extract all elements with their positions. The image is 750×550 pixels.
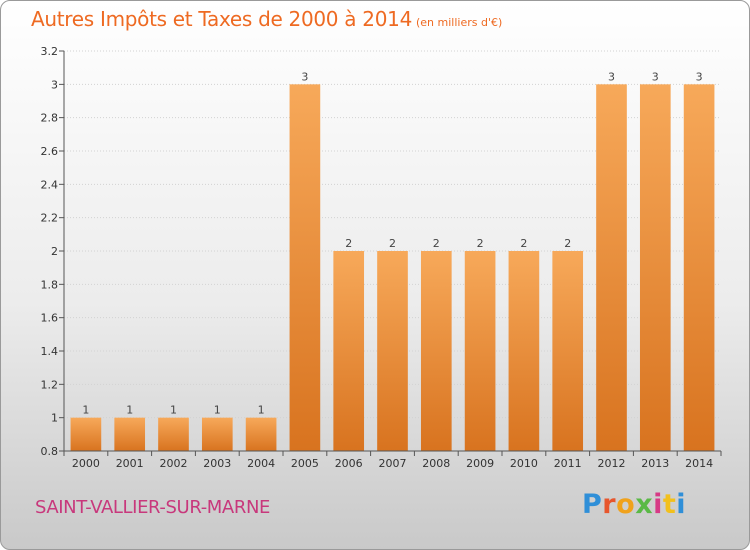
x-axis: 2000 2001 2002 2003 2004 2005 2006 2007 2008 2009…	[63, 450, 722, 470]
x-tick-label: 2001	[116, 457, 144, 470]
bar-2008	[420, 251, 452, 451]
y-tick-label: 1	[51, 412, 58, 425]
y-tick-label: 3	[51, 78, 58, 91]
x-tick-label: 2011	[554, 457, 582, 470]
x-tick-label: 2003	[203, 457, 231, 470]
logo-letter: i	[653, 489, 663, 520]
x-tick-label: 2006	[335, 457, 363, 470]
bar-2002	[158, 417, 189, 451]
data-label: 1	[126, 404, 133, 417]
data-label: 2	[564, 237, 571, 250]
y-tick-label: 2.2	[41, 212, 59, 225]
x-tick-label: 2013	[641, 457, 669, 470]
x-tick-label: 2012	[598, 457, 626, 470]
x-tick-label: 2000	[72, 457, 100, 470]
chart-subtitle: (en milliers d'€)	[416, 16, 503, 29]
data-label: 2	[477, 237, 484, 250]
data-label: 1	[214, 404, 221, 417]
y-tick-label: 1.8	[41, 278, 59, 291]
bar-2007	[377, 251, 408, 451]
y-tick-label: 2.4	[41, 178, 59, 191]
data-label: 1	[82, 404, 89, 417]
bar-2006	[333, 251, 365, 451]
bar-2004	[245, 417, 277, 451]
bar-2005	[289, 84, 321, 451]
bar-2014	[683, 84, 715, 451]
logo-letter: t	[662, 489, 677, 520]
logo-letter: o	[616, 489, 636, 520]
bar-2001	[114, 417, 146, 451]
x-tick-label: 2007	[379, 457, 407, 470]
logo-letter: P	[582, 489, 603, 520]
chart-title-text: Autres Impôts et Taxes de 2000 à 2014	[31, 7, 412, 31]
bar-2009	[464, 251, 496, 451]
y-tick-label: 1.2	[41, 378, 59, 391]
logo-letter: r	[602, 489, 617, 520]
data-label: 2	[433, 237, 440, 250]
x-tick-label: 2010	[510, 457, 538, 470]
x-tick-label: 2008	[422, 457, 450, 470]
bar-2013	[639, 84, 671, 451]
x-tick-label: 2005	[291, 457, 319, 470]
bar-2010	[508, 251, 540, 451]
y-tick-label: 1.4	[41, 345, 59, 358]
bars: 1 1 1 1 1 3 2 2 2 2 2 2 3 3 3	[70, 70, 715, 451]
data-label: 1	[258, 404, 265, 417]
proxiti-logo[interactable]: Proxiti	[582, 489, 686, 520]
x-tick-label: 2009	[466, 457, 494, 470]
y-tick-label: 3.2	[41, 45, 59, 58]
x-tick-label: 2014	[685, 457, 713, 470]
x-tick-label: 2002	[160, 457, 188, 470]
data-label: 3	[608, 70, 615, 83]
bar-2011	[552, 251, 584, 451]
bar-2012	[596, 84, 627, 451]
data-label: 2	[345, 237, 352, 250]
commune-name: SAINT-VALLIER-SUR-MARNE	[35, 497, 270, 518]
data-label: 3	[696, 70, 703, 83]
y-tick-label: 1.6	[41, 312, 59, 325]
data-label: 3	[301, 70, 308, 83]
x-tick-label: 2004	[247, 457, 275, 470]
y-tick-label: 2	[51, 245, 58, 258]
data-label: 2	[389, 237, 396, 250]
data-label: 3	[652, 70, 659, 83]
bar-2003	[201, 417, 233, 451]
y-axis: 0.8 1 1.2 1.4 1.6 1.8 2 2.2 2.4 2.6 2.8 3 3.2	[41, 45, 65, 458]
data-label: 2	[520, 237, 527, 250]
logo-letter: i	[676, 489, 687, 520]
y-tick-label: 2.8	[41, 112, 59, 125]
bar-2000	[70, 417, 102, 451]
chart-title: Autres Impôts et Taxes de 2000 à 2014 (en…	[31, 7, 502, 31]
logo-letter: x	[635, 489, 654, 520]
y-tick-label: 0.8	[41, 445, 59, 458]
y-tick-label: 2.6	[41, 145, 59, 158]
data-label: 1	[170, 404, 177, 417]
